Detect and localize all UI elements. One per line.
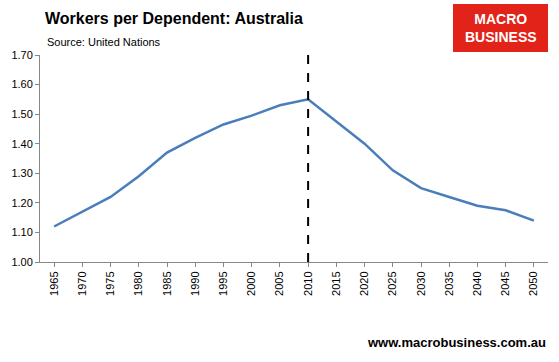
svg-text:2020: 2020 — [358, 271, 370, 295]
svg-text:2010: 2010 — [302, 271, 314, 295]
svg-text:2015: 2015 — [330, 271, 342, 295]
svg-text:MACROBUSINESS: MACROBUSINESS — [465, 11, 537, 45]
svg-text:1990: 1990 — [189, 271, 201, 295]
svg-text:1.00: 1.00 — [11, 256, 32, 268]
svg-text:2050: 2050 — [527, 271, 539, 295]
svg-text:2045: 2045 — [499, 271, 511, 295]
svg-text:2040: 2040 — [471, 271, 483, 295]
svg-text:1.70: 1.70 — [11, 49, 32, 61]
svg-text:1980: 1980 — [132, 271, 144, 295]
svg-text:1965: 1965 — [48, 271, 60, 295]
svg-text:2025: 2025 — [386, 271, 398, 295]
svg-text:1.40: 1.40 — [11, 138, 32, 150]
svg-text:www.macrobusiness.com.au: www.macrobusiness.com.au — [367, 335, 546, 350]
svg-text:2035: 2035 — [443, 271, 455, 295]
svg-text:1975: 1975 — [104, 271, 116, 295]
svg-text:2000: 2000 — [245, 271, 257, 295]
svg-text:Workers per Dependent: Austral: Workers per Dependent: Australia — [45, 10, 303, 27]
svg-text:1.10: 1.10 — [11, 226, 32, 238]
svg-text:1985: 1985 — [161, 271, 173, 295]
svg-text:1.50: 1.50 — [11, 108, 32, 120]
svg-text:Source: United Nations: Source: United Nations — [47, 36, 161, 48]
svg-text:1.20: 1.20 — [11, 197, 32, 209]
svg-text:2005: 2005 — [273, 271, 285, 295]
svg-text:1.30: 1.30 — [11, 167, 32, 179]
svg-text:1995: 1995 — [217, 271, 229, 295]
svg-text:1.60: 1.60 — [11, 78, 32, 90]
svg-text:1970: 1970 — [76, 271, 88, 295]
svg-text:2030: 2030 — [415, 271, 427, 295]
